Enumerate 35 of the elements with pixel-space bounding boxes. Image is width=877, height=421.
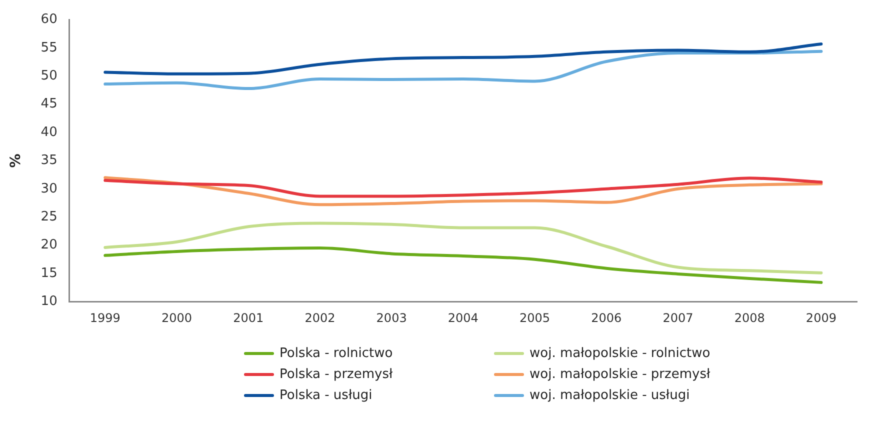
y-tick-label: 10 [40,294,58,309]
line-series [104,42,823,76]
line-series [104,50,823,90]
y-tick-label: 55 [40,40,58,56]
line-series [104,222,823,274]
line-series [104,246,823,284]
y-tick-label: 30 [40,181,58,196]
x-tick-label: 2008 [734,310,765,325]
x-tick-label: 2004 [448,310,478,325]
line-series [104,176,823,206]
y-tick-label: 15 [40,266,58,281]
legend-label: Polska - usługi [280,388,372,403]
y-tick-label: 25 [40,209,58,224]
line-series [104,176,823,198]
y-tick-label: 60 [40,12,58,28]
y-tick-label: 50 [40,68,58,84]
y-axis-title: % [8,154,24,168]
y-tick-label: 45 [40,96,58,112]
x-tick-label: 2005 [520,310,550,325]
x-tick-label: 2009 [806,310,836,325]
legend-label: woj. małopolskie - usługi [530,388,690,403]
x-tick-label: 2000 [161,310,192,325]
y-tick-label: 35 [40,153,58,168]
legend-label: woj. małopolskie - przemysł [530,367,710,382]
x-tick-label: 2006 [591,310,622,325]
x-tick-label: 2003 [376,310,407,325]
y-tick-label: 40 [40,124,58,140]
x-tick-label: 2002 [304,310,336,325]
legend-label: Polska - przemysł [280,367,393,382]
x-tick-label: 2001 [233,310,264,325]
x-tick-label: 2007 [662,310,694,325]
legend-label: woj. małopolskie - rolnictwo [530,346,710,361]
x-tick-label: 1999 [90,310,120,325]
y-tick-label: 20 [40,238,58,253]
legend-label: Polska - rolnictwo [280,346,393,361]
